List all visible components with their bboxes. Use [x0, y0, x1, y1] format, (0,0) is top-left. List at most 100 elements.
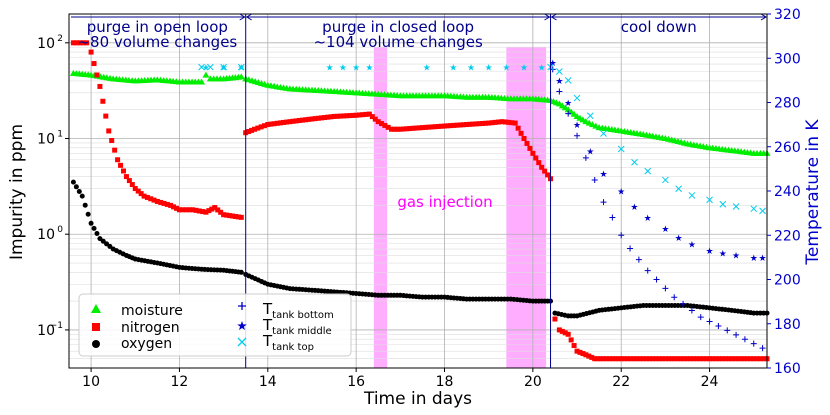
data-point — [637, 356, 643, 362]
y2-tick-label: 200 — [774, 273, 801, 289]
data-point — [353, 112, 359, 118]
data-point — [515, 125, 521, 131]
data-point — [662, 176, 669, 184]
data-point — [506, 119, 512, 125]
data-point — [644, 267, 651, 274]
x-axis-label: Time in days — [363, 389, 472, 409]
data-point — [235, 214, 241, 220]
data-point — [533, 155, 539, 161]
data-point — [103, 113, 109, 119]
data-point — [489, 120, 495, 126]
data-point — [486, 120, 492, 126]
legend-box — [78, 293, 352, 357]
data-point — [229, 213, 235, 219]
data-point — [141, 193, 147, 199]
data-point — [426, 124, 432, 130]
data-point — [464, 122, 470, 128]
data-point — [129, 182, 135, 188]
data-point — [212, 205, 218, 211]
data-point — [662, 356, 668, 362]
data-point — [539, 164, 545, 170]
data-point — [356, 112, 362, 118]
data-point — [565, 110, 572, 117]
data-point — [600, 199, 607, 206]
data-point — [675, 356, 681, 362]
x-tick-label: 20 — [524, 374, 542, 390]
data-point — [467, 121, 473, 127]
y2-tick-label: 260 — [774, 140, 801, 156]
data-point: ★ — [555, 77, 563, 87]
data-point — [164, 201, 170, 207]
data-point — [224, 212, 230, 218]
data-point — [109, 138, 115, 144]
data-point — [609, 356, 615, 362]
x-tick-label: 24 — [701, 374, 719, 390]
data-point — [545, 172, 551, 178]
y-tick-exponent: 0 — [57, 225, 63, 235]
data-point — [536, 160, 542, 166]
data-point — [577, 349, 583, 355]
series-t-stars-pre-cooldown: ★ ★ ★ ★ ★ ★ ★ ★ ★ ★ ★ ★ ★ ★ — [202, 64, 546, 74]
data-point — [70, 40, 76, 46]
x-tick-label: 18 — [436, 374, 454, 390]
data-point — [650, 356, 656, 362]
data-point — [512, 120, 518, 126]
data-point — [457, 122, 463, 128]
data-point — [612, 356, 618, 362]
data-point — [193, 207, 199, 213]
data-point — [653, 276, 660, 283]
x-tick-label: 10 — [82, 374, 100, 390]
data-point — [618, 232, 625, 239]
data-point — [151, 197, 157, 203]
data-point — [325, 114, 331, 120]
injection-annotation: gas injection — [397, 193, 492, 211]
data-point: ★ — [586, 148, 594, 158]
data-point: ★ — [759, 254, 767, 264]
data-point — [400, 126, 406, 132]
data-point — [694, 356, 700, 362]
data-point — [451, 122, 457, 128]
data-point — [221, 212, 227, 218]
data-point — [388, 126, 394, 132]
data-point — [363, 111, 369, 117]
data-point — [479, 120, 485, 126]
data-point — [591, 176, 598, 183]
data-point — [662, 285, 669, 292]
data-point — [76, 188, 82, 194]
data-point — [300, 117, 306, 123]
data-point — [404, 126, 410, 132]
data-point — [688, 307, 695, 314]
data-point — [265, 122, 271, 128]
y-tick-exponent: 1 — [57, 130, 63, 140]
data-point — [435, 123, 441, 129]
data-point: ★ — [485, 64, 493, 74]
phase-1: purge in open loop~80 volume changes — [71, 13, 247, 368]
data-point: ★ — [732, 252, 740, 262]
data-point: ★ — [644, 214, 652, 224]
data-point — [496, 119, 502, 125]
data-point — [442, 123, 448, 129]
data-point: ★ — [520, 64, 528, 74]
legend-t-middle-marker — [237, 321, 247, 330]
data-point — [448, 123, 454, 129]
data-point — [445, 123, 451, 129]
phase-annotations: purge in open loop~80 volume changespurg… — [71, 13, 767, 368]
y2-tick-label: 240 — [774, 184, 801, 200]
data-point — [733, 331, 740, 338]
data-point — [106, 128, 112, 134]
data-point — [261, 123, 267, 129]
data-layer: ★★★★★★★★★★★★★ ★ ★ ★ ★★ ★ ★ ★ ★ ★ ★ ★ ★ ★ ★ ★ ★ ★ — [69, 40, 771, 362]
data-point: ★ — [549, 59, 557, 69]
data-point — [318, 115, 324, 121]
data-point — [556, 327, 562, 333]
data-point — [688, 192, 696, 199]
data-point — [564, 77, 572, 84]
data-point — [82, 202, 88, 208]
data-point — [580, 351, 586, 357]
data-point — [97, 83, 103, 89]
data-point — [347, 113, 353, 119]
y2-tick-label: 280 — [774, 96, 801, 112]
data-point — [592, 356, 598, 362]
